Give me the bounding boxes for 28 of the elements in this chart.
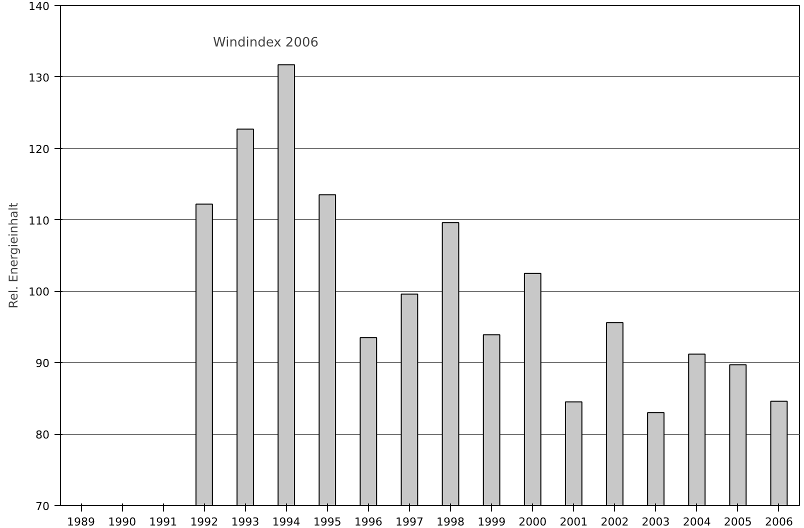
x-tick-label: 1996 xyxy=(354,516,382,528)
x-tick-label: 2004 xyxy=(682,516,711,528)
x-tick-label: 1998 xyxy=(436,516,465,528)
y-tick-label: 120 xyxy=(28,142,50,156)
x-tick-label: 1989 xyxy=(67,516,96,528)
y-axis-title: Rel. Energieinhalt xyxy=(6,202,21,308)
x-tick-label: 2000 xyxy=(518,516,547,528)
y-tick-label: 80 xyxy=(36,428,50,442)
x-tick-label: 2002 xyxy=(600,516,629,528)
x-tick-label: 1991 xyxy=(149,516,178,528)
x-tick-label: 1992 xyxy=(190,516,218,528)
x-tick-label: 1990 xyxy=(108,516,136,528)
x-tick-label: 2005 xyxy=(724,516,752,528)
x-tick-label: 1994 xyxy=(272,516,300,528)
text: Windindex 2006 xyxy=(213,36,319,50)
y-tick-label: 90 xyxy=(36,357,50,370)
x-tick-label: 1997 xyxy=(395,516,424,528)
y-tick-label: 130 xyxy=(28,71,50,84)
x-tick-label: 2003 xyxy=(642,516,670,528)
y-tick-label: 100 xyxy=(28,286,50,299)
y-tick-label: 70 xyxy=(36,500,50,513)
x-tick-label: 1999 xyxy=(478,516,506,528)
y-tick-label: 140 xyxy=(28,0,50,13)
x-tick-label: 1993 xyxy=(231,516,260,528)
x-tick-label: 2001 xyxy=(560,516,588,528)
x-tick-label: 2006 xyxy=(764,516,793,528)
x-tick-label: 1995 xyxy=(313,516,342,528)
y-tick-label: 110 xyxy=(28,214,50,228)
